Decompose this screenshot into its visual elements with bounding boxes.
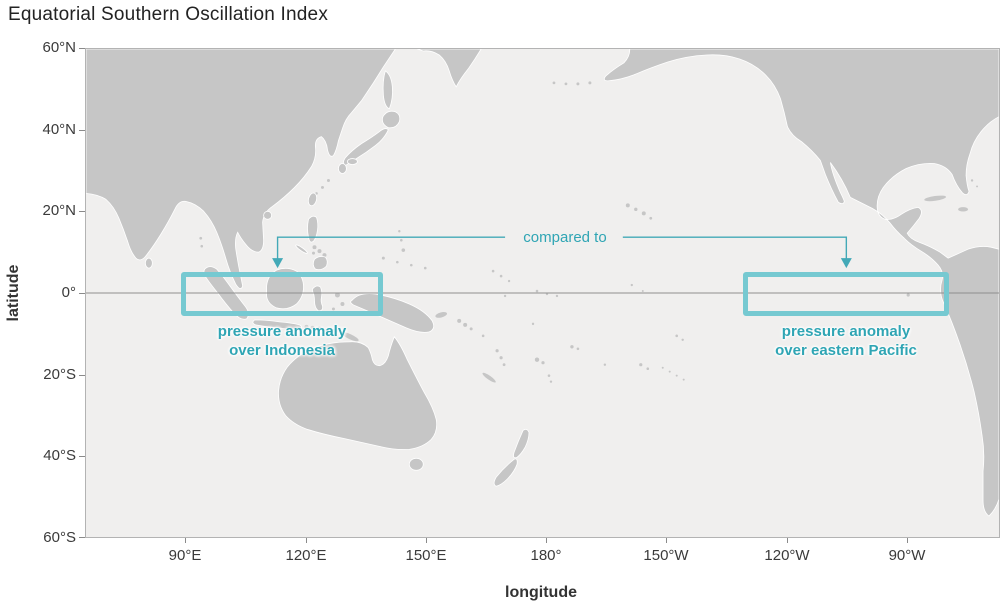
y-tick-mark <box>79 211 85 212</box>
x-tick-label: 120°W <box>764 547 810 564</box>
landmass-hainan <box>263 210 272 220</box>
indonesia-box-label-line2: over Indonesia <box>229 342 335 359</box>
x-tick-label: 90°W <box>888 547 926 564</box>
right-connector-line <box>622 236 848 260</box>
pacific-islands <box>199 203 910 383</box>
eastern-pacific-region-box <box>743 272 949 316</box>
landmass-americas <box>603 49 999 517</box>
pacific-map: compared to pressure anomaly over Indone… <box>85 48 1000 538</box>
x-tick-label: 180° <box>530 547 562 564</box>
landmass-new-britain <box>435 312 448 318</box>
y-tick-label: 60°S <box>43 529 76 546</box>
landmass-sri-lanka <box>144 257 153 269</box>
x-tick-label: 150°E <box>405 547 447 564</box>
compared-to-label: compared to <box>523 229 607 246</box>
y-tick-label: 40°S <box>43 447 76 464</box>
japan-islands <box>315 110 401 195</box>
x-axis-title: longitude <box>505 584 577 601</box>
x-tick-mark <box>787 538 788 543</box>
landmass-sakhalin <box>382 70 393 110</box>
y-tick-mark <box>79 456 85 457</box>
left-arrow-icon <box>272 258 284 269</box>
eastern-pacific-box-label-line1: pressure anomaly <box>781 323 911 340</box>
x-tick-label: 120°E <box>285 547 327 564</box>
indonesia-box-label: pressure anomaly over Indonesia <box>179 322 385 360</box>
y-tick-mark <box>79 48 85 49</box>
aleutian-islands <box>552 81 592 86</box>
y-tick-mark <box>79 375 85 376</box>
y-tick-label: 40°N <box>42 121 76 138</box>
eastern-pacific-box-label: pressure anomaly over eastern Pacific <box>738 322 954 360</box>
indonesia-box-label-line1: pressure anomaly <box>217 323 347 340</box>
comparison-connectors <box>272 236 852 269</box>
right-arrow-icon <box>840 258 852 269</box>
x-tick-mark <box>185 538 186 543</box>
landmass-australia <box>278 336 438 450</box>
landmass-kamchatka <box>417 49 482 88</box>
x-tick-label: 90°E <box>168 547 202 564</box>
x-tick-mark <box>907 538 908 543</box>
y-tick-label: 20°S <box>43 366 76 383</box>
x-tick-mark <box>306 538 307 543</box>
eastern-pacific-box-label-line2: over eastern Pacific <box>775 342 917 359</box>
landmass-asia <box>86 49 396 289</box>
x-tick-mark <box>546 538 547 543</box>
y-tick-mark <box>79 293 85 294</box>
y-tick-label: 0° <box>61 284 76 301</box>
indonesia-region-box <box>181 272 383 316</box>
landmass-new-guinea <box>350 293 435 333</box>
new-zealand-islands <box>493 428 530 487</box>
y-tick-label: 20°N <box>42 202 76 219</box>
y-tick-mark <box>79 537 85 538</box>
x-tick-mark <box>666 538 667 543</box>
x-tick-label: 150°W <box>643 547 689 564</box>
y-tick-label: 60°N <box>42 39 76 56</box>
figure-title: Equatorial Southern Oscillation Index <box>8 4 329 25</box>
caribbean-islands <box>924 179 979 212</box>
landmass-taiwan <box>307 192 318 207</box>
x-tick-mark <box>426 538 427 543</box>
landmasses <box>86 49 999 517</box>
philippine-islands <box>295 215 328 271</box>
left-connector-line <box>276 236 506 260</box>
landmass-tasmania <box>408 457 424 471</box>
map-canvas <box>86 49 999 517</box>
y-tick-mark <box>79 130 85 131</box>
